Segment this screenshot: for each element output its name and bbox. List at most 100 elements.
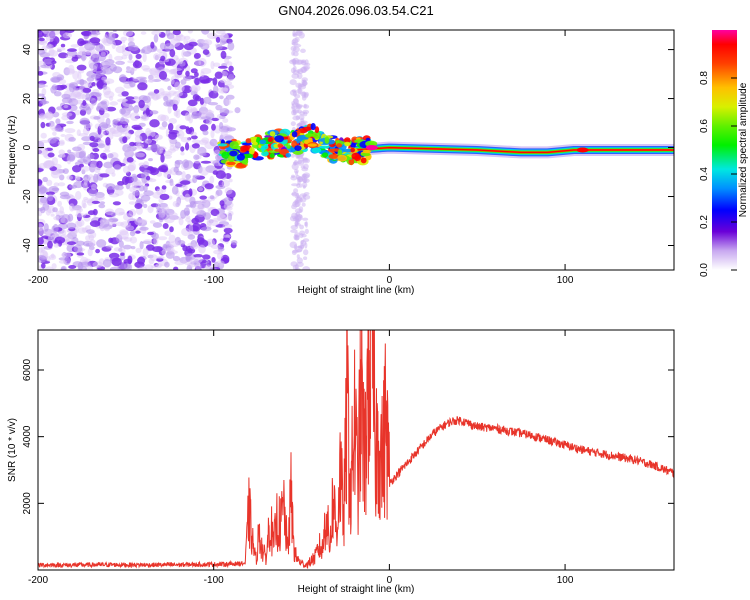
noise-dot: [93, 173, 99, 183]
noise-dot: [168, 118, 177, 124]
noise-dot: [216, 114, 222, 120]
ridge-blob: [314, 126, 320, 134]
noise-dot: [157, 114, 167, 122]
snr-xtick-label: -200: [28, 575, 48, 586]
band-dot: [292, 46, 300, 53]
noise-dot: [119, 118, 130, 125]
noise-dot: [56, 76, 63, 81]
noise-dot: [64, 30, 75, 34]
noise-dot: [223, 227, 233, 234]
noise-dot: [146, 175, 151, 181]
noise-dot: [95, 44, 106, 52]
ridge-blob: [362, 149, 372, 154]
noise-dot: [202, 254, 211, 260]
noise-dot: [74, 109, 81, 116]
noise-dot: [147, 231, 155, 236]
noise-dot: [45, 191, 56, 196]
noise-dot: [103, 149, 111, 153]
ridge-blob: [344, 137, 351, 144]
noise-dot: [159, 193, 170, 201]
band-dot: [294, 94, 301, 99]
noise-dot: [149, 167, 160, 176]
noise-dot: [211, 257, 216, 263]
noise-dot: [82, 87, 92, 93]
noise-dot: [194, 77, 200, 86]
noise-dot: [172, 200, 181, 208]
noise-dot: [182, 159, 190, 169]
band-dot: [290, 153, 295, 158]
noise-dot: [38, 146, 48, 155]
band-dot: [302, 172, 311, 178]
noise-dot: [178, 217, 184, 226]
noise-dot: [165, 247, 175, 253]
noise-dot: [87, 248, 93, 257]
noise-dot: [66, 222, 77, 230]
noise-dot: [171, 185, 179, 195]
noise-dot: [113, 247, 122, 252]
noise-dot: [164, 230, 172, 236]
noise-dot: [75, 240, 85, 246]
noise-dot: [180, 209, 187, 219]
noise-dot: [96, 30, 101, 35]
spec-ytick-label: 0: [22, 144, 33, 150]
noise-dot: [49, 123, 56, 130]
noise-dot: [133, 126, 143, 131]
noise-dot: [88, 234, 95, 241]
ridge-blob: [350, 142, 356, 149]
noise-dot: [158, 60, 166, 65]
ridge-blob: [310, 123, 316, 131]
noise-dot: [80, 261, 91, 267]
noise-dot: [152, 222, 163, 228]
ridge-blob: [236, 153, 245, 161]
noise-dot: [67, 154, 76, 162]
noise-dot: [187, 30, 193, 34]
ridge-blob: [307, 143, 318, 147]
noise-dot: [169, 183, 175, 187]
noise-dot: [113, 164, 122, 171]
noise-dot: [140, 31, 147, 35]
noise-dot: [49, 254, 57, 260]
noise-dot: [128, 53, 133, 61]
band-dot: [300, 48, 306, 53]
noise-dot: [213, 85, 219, 94]
noise-dot: [38, 255, 47, 263]
noise-dot: [122, 165, 130, 174]
noise-dot: [216, 260, 225, 267]
noise-dot: [205, 201, 210, 209]
noise-dot: [152, 93, 159, 101]
noise-dot: [111, 221, 117, 227]
noise-dot: [132, 60, 142, 69]
noise-dot: [126, 157, 134, 163]
noise-dot: [213, 62, 221, 67]
noise-dot: [54, 236, 66, 244]
noise-dot: [80, 31, 92, 36]
noise-dot: [140, 49, 146, 54]
noise-dot: [72, 99, 84, 105]
ridge-blob: [277, 143, 284, 148]
noise-dot: [85, 52, 93, 56]
noise-dot: [187, 263, 196, 268]
noise-dot: [108, 237, 114, 243]
noise-dot: [148, 75, 155, 83]
noise-dot: [228, 65, 234, 72]
noise-dot: [142, 247, 149, 257]
band-dot: [292, 38, 299, 44]
noise-dot: [185, 127, 193, 135]
noise-dot: [127, 255, 133, 265]
band-dot: [291, 183, 299, 187]
noise-dot: [198, 57, 207, 67]
band-dot: [295, 115, 300, 120]
noise-dot: [41, 262, 46, 269]
noise-dot: [212, 170, 219, 175]
noise-dot: [58, 52, 69, 59]
noise-dot: [125, 96, 135, 101]
noise-dot: [188, 41, 198, 47]
noise-dot: [174, 160, 181, 169]
noise-dot: [71, 56, 79, 62]
spectrogram-heatmap: [38, 30, 674, 270]
noise-dot: [183, 39, 189, 45]
noise-dot: [59, 139, 65, 145]
ridge-blob: [296, 129, 301, 135]
noise-dot: [138, 185, 145, 192]
noise-dot: [67, 213, 74, 222]
